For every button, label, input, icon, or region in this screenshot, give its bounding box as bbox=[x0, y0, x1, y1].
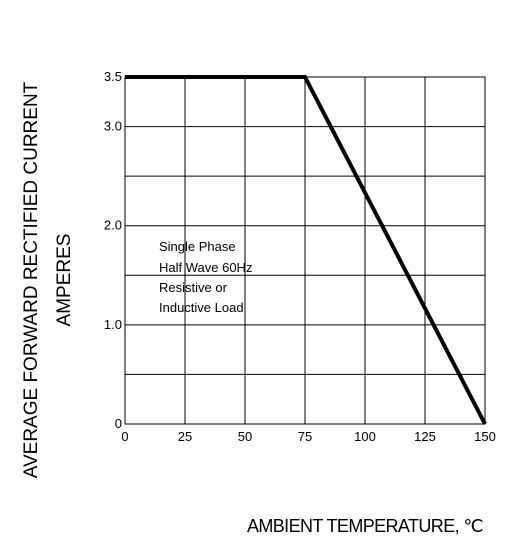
x-tick-label: 100 bbox=[354, 429, 376, 444]
y-tick-label: 0 bbox=[115, 416, 122, 431]
x-tick-label: 50 bbox=[238, 429, 252, 444]
tick-labels: 0 25 50 75 100 125 150 0 1.0 2.0 3.0 3.5 bbox=[104, 69, 496, 444]
y-axis-label-line-2: AMPERES bbox=[54, 234, 75, 327]
x-axis-label: AMBIENT TEMPERATURE, ℃ bbox=[247, 516, 483, 536]
y-axis-label-line-1: AVERAGE FORWARD RECTIFIED CURRENT bbox=[21, 81, 42, 478]
annotation-line-4: Inductive Load bbox=[159, 300, 244, 315]
y-tick-label: 3.0 bbox=[104, 119, 122, 134]
x-tick-label: 25 bbox=[178, 429, 192, 444]
x-tick-label: 0 bbox=[121, 429, 128, 444]
x-tick-label: 150 bbox=[474, 429, 496, 444]
annotation-line-1: Single Phase bbox=[159, 239, 236, 254]
condition-annotation: Single Phase Half Wave 60Hz Resistive or… bbox=[159, 239, 252, 315]
y-tick-label: 2.0 bbox=[104, 218, 122, 233]
y-tick-label: 1.0 bbox=[104, 317, 122, 332]
annotation-line-2: Half Wave 60Hz bbox=[159, 260, 252, 275]
x-tick-label: 75 bbox=[298, 429, 312, 444]
annotation-line-3: Resistive or bbox=[159, 280, 228, 295]
y-tick-label: 3.5 bbox=[104, 69, 122, 84]
x-tick-label: 125 bbox=[414, 429, 436, 444]
series-group bbox=[124, 75, 487, 425]
grid bbox=[125, 77, 485, 424]
